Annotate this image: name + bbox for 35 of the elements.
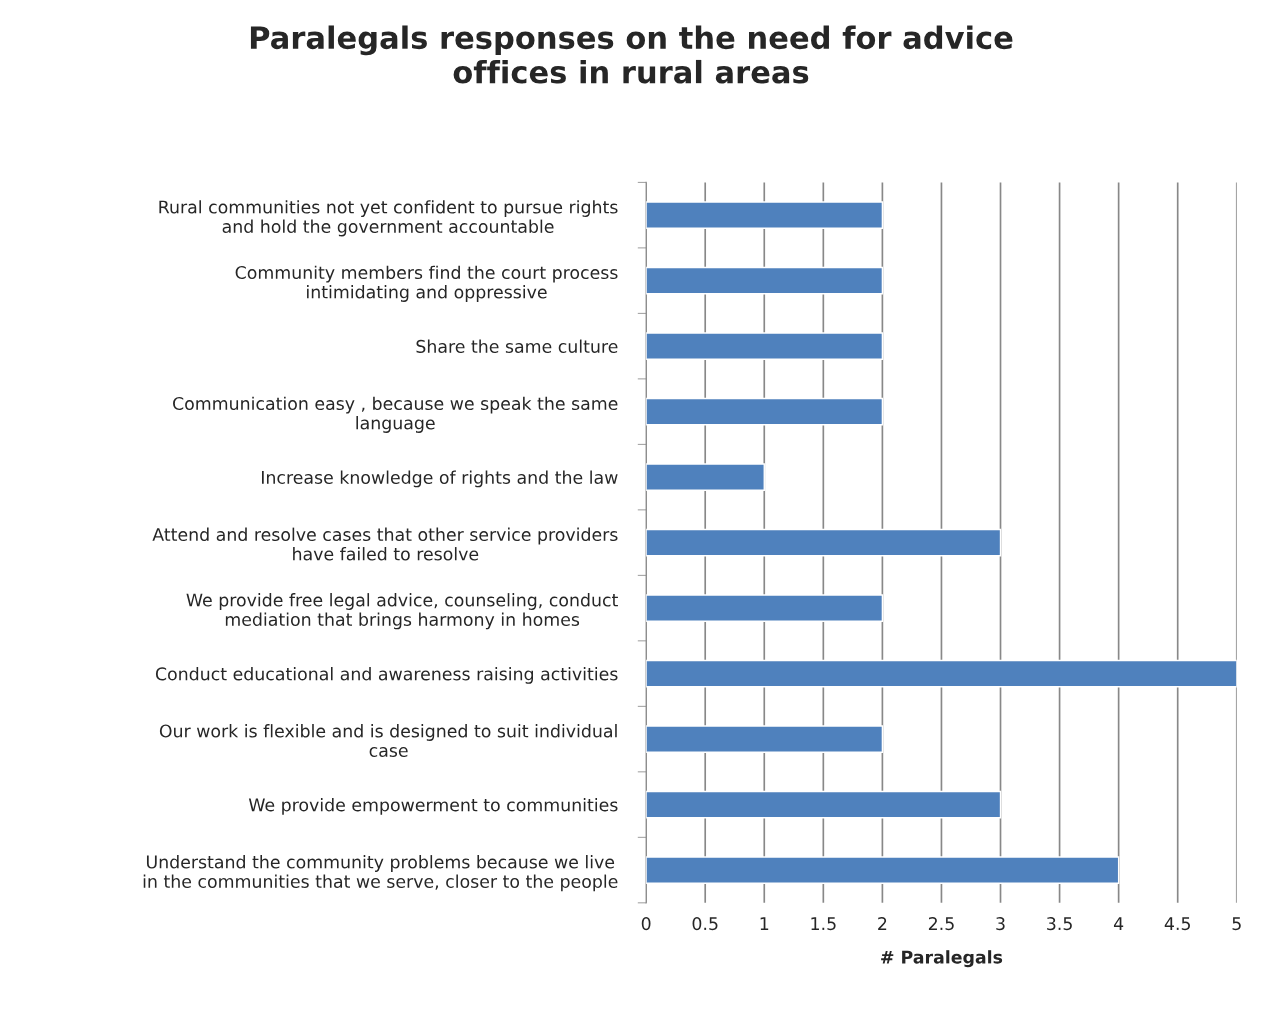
x-tick-label: 3.5	[1047, 917, 1072, 931]
x-tick-label: 0.5	[692, 917, 718, 931]
x-tick-label: 5	[1232, 917, 1241, 931]
bar	[646, 659, 1237, 688]
bar	[646, 725, 884, 753]
y-tick-label: Our work is flexible and is designed to suit individual case	[159, 724, 617, 757]
y-tick-label: Rural communities not yet confident to pursue rights and hold the government accountable	[159, 200, 618, 237]
bar	[646, 201, 884, 229]
bar	[646, 332, 884, 360]
bar	[646, 463, 765, 491]
x-tick-label: 1.5	[811, 917, 836, 931]
y-tick-label: Understand the community problems because we live in the communities that we serve, closer to the people	[143, 855, 618, 892]
y-tick-label: We provide free legal advice, counseling, conduct mediation that brings harmony in homes	[186, 593, 618, 630]
x-tick-label: 3	[996, 917, 1005, 931]
chart-title: Paralegals responses on the need for advice offices in rural areas	[250, 25, 1013, 84]
x-tick-label: 0	[641, 917, 651, 931]
x-axis-title: # Paralegals	[881, 950, 1003, 968]
y-tick-label: Increase knowledge of rights and the law	[262, 470, 618, 488]
y-tick-label: Communication easy , because we speak the same language	[173, 396, 618, 433]
bar	[646, 528, 1002, 557]
y-tick-label: Conduct educational and awareness raising activities	[155, 667, 618, 684]
x-tick-label: 2	[878, 917, 887, 930]
x-tick-label: 4	[1113, 917, 1124, 930]
x-tick-label: 2.5	[928, 917, 954, 931]
y-tick-label: Share the same culture	[416, 339, 618, 353]
bar	[646, 594, 884, 622]
x-tick-label: 1	[760, 917, 769, 930]
bar	[646, 397, 884, 426]
bar	[646, 790, 1002, 819]
y-tick-label: We provide empowerment to communities	[248, 798, 618, 815]
bar	[646, 266, 884, 295]
y-tick-label: Community members find the court process intimidating and oppressive	[235, 265, 618, 302]
x-tick-label: 4.5	[1164, 917, 1190, 931]
bar	[646, 856, 1120, 884]
y-tick-label: Attend and resolve cases that other service providers have failed to resolve	[152, 527, 618, 561]
